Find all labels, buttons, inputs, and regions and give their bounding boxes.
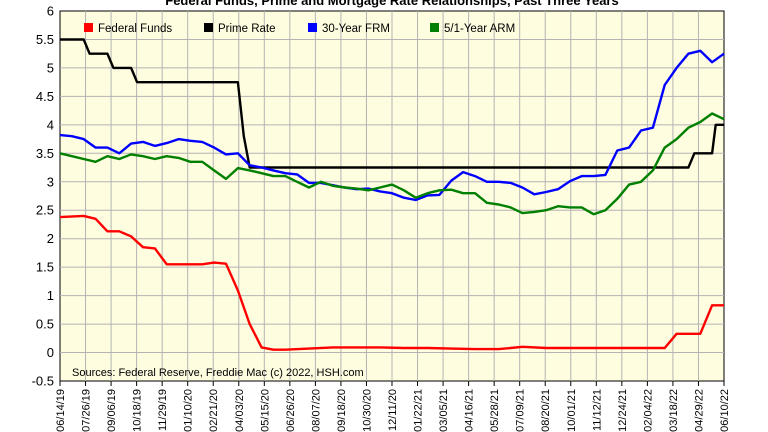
grid-lines (60, 11, 724, 381)
x-tick-label: 07/26/19 (81, 389, 93, 432)
x-tick-label: 10/18/19 (132, 389, 144, 432)
legend-swatch (308, 23, 317, 32)
x-tick-label: 03/05/21 (438, 389, 450, 432)
series-lines (59, 38, 725, 351)
x-tick-label: 12/11/20 (387, 389, 399, 431)
series-line-0 (59, 214, 724, 351)
x-tick-label: 06/26/20 (285, 389, 297, 432)
legend-swatch (204, 23, 213, 32)
x-tick-label: 08/20/21 (540, 389, 552, 432)
x-tick-label: 12/24/21 (617, 389, 629, 432)
y-tick-label: 5 (47, 60, 54, 75)
x-tick-label: 08/07/20 (310, 389, 322, 432)
legend-label: 5/1-Year ARM (444, 23, 515, 35)
x-tick-label: 04/29/22 (693, 389, 705, 432)
x-tick-label: 04/16/21 (464, 389, 476, 432)
y-tick-label: 1.5 (36, 260, 54, 275)
legend-swatch (84, 23, 93, 32)
y-tick-label: -0.5 (32, 374, 54, 389)
series-line-1 (60, 38, 724, 169)
y-tick-label: 0.5 (36, 317, 54, 332)
x-tick-label: 02/04/22 (642, 389, 654, 432)
legend-swatch (430, 23, 439, 32)
y-tick-label: 4.5 (36, 89, 54, 104)
x-tick-label: 02/21/20 (208, 389, 220, 432)
x-tick-label: 04/03/20 (234, 389, 246, 432)
x-tick-label: 06/10/22 (719, 389, 731, 432)
y-tick-label: 3 (47, 174, 54, 189)
x-tick-label: 09/18/20 (336, 389, 348, 432)
x-tick-label: 11/29/19 (157, 389, 169, 431)
series-line-3 (59, 112, 725, 216)
x-tick-label: 11/12/21 (591, 389, 603, 431)
x-tick-label: 05/28/21 (489, 389, 501, 432)
x-tick-label: 10/01/21 (566, 389, 578, 432)
legend: Federal Funds Prime Rate 30-Year FRM 5/1-Ye… (84, 23, 515, 35)
x-axis-ticks: 06/14/19 07/26/19 09/06/19 10/18/19 11/29/19… (55, 381, 731, 432)
series-line-2 (59, 49, 725, 202)
y-tick-label: 5.5 (36, 32, 54, 47)
x-tick-label: 01/10/20 (183, 389, 195, 432)
y-tick-label: 4 (47, 117, 54, 132)
legend-label: 30-Year FRM (322, 23, 390, 35)
x-tick-label: 10/30/20 (361, 389, 373, 432)
y-tick-label: 0 (47, 345, 54, 360)
x-tick-label: 05/15/20 (259, 389, 271, 432)
y-tick-label: 6 (47, 4, 54, 19)
y-tick-label: 3.5 (36, 146, 54, 161)
legend-label: Prime Rate (218, 23, 276, 35)
x-tick-label: 01/22/21 (413, 389, 425, 432)
x-tick-label: 06/14/19 (55, 389, 67, 432)
source-note: Sources: Federal Reserve, Freddie Mac (c… (72, 367, 364, 379)
chart-title: Federal Funds, Prime and Mortgage Rate R… (165, 0, 619, 8)
x-tick-label: 03/18/22 (668, 389, 680, 432)
y-tick-label: 2.5 (36, 203, 54, 218)
y-tick-label: 2 (47, 231, 54, 246)
y-axis-ticks: 6 5.5 5 4.5 4 3.5 3 2.5 2 1.5 1 0.5 0 -0.5 (32, 4, 54, 389)
x-tick-label: 07/09/21 (515, 389, 527, 432)
legend-label: Federal Funds (98, 23, 172, 35)
x-tick-label: 09/06/19 (106, 389, 118, 432)
y-tick-label: 1 (47, 288, 54, 303)
